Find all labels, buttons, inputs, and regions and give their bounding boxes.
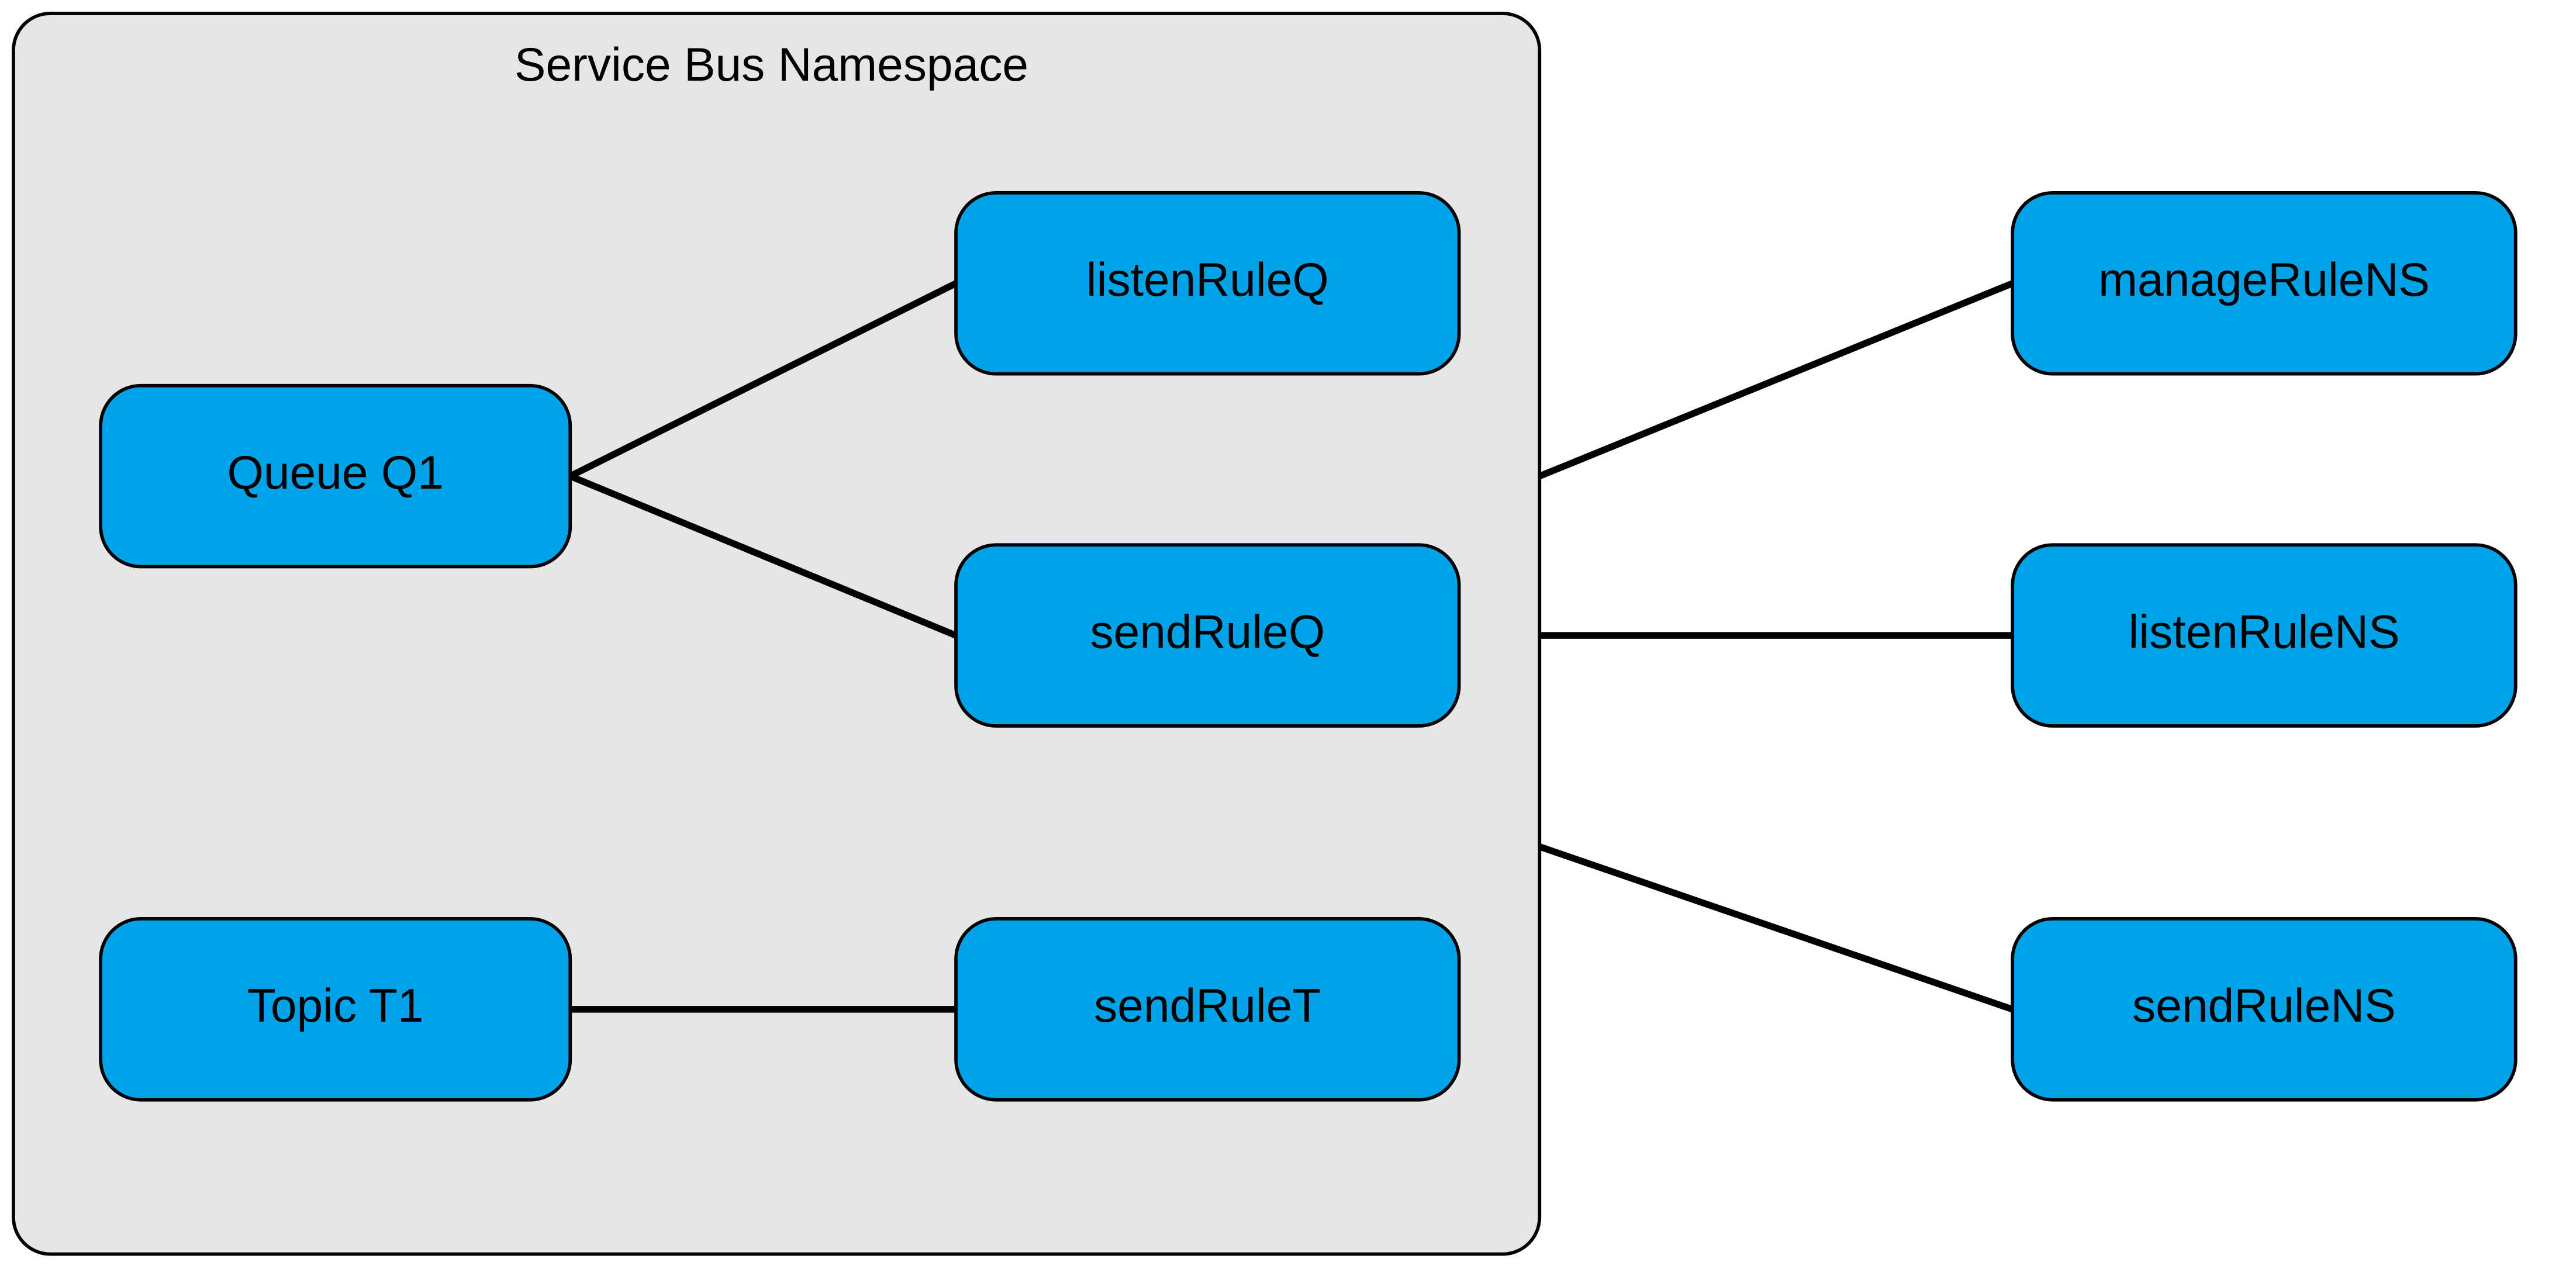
node-queueQ1: Queue Q1 [101,386,570,567]
node-label-manageRuleNS: manageRuleNS [2098,254,2430,306]
node-manageRuleNS: manageRuleNS [2012,193,2516,374]
node-sendRuleT: sendRuleT [956,919,1459,1100]
node-listenRuleQ: listenRuleQ [956,193,1459,374]
node-label-listenRuleQ: listenRuleQ [1086,254,1329,306]
node-sendRuleQ: sendRuleQ [956,545,1459,726]
service-bus-diagram: Service Bus Namespace Queue Q1 Topic T1 lis… [0,0,2576,1266]
node-label-sendRuleQ: sendRuleQ [1090,606,1325,658]
node-label-sendRuleNS: sendRuleNS [2132,980,2396,1032]
node-sendRuleNS: sendRuleNS [2012,919,2516,1100]
node-listenRuleNS: listenRuleNS [2012,545,2516,726]
node-label-queueQ1: Queue Q1 [227,447,444,499]
node-label-topicT1: Topic T1 [247,980,424,1032]
node-topicT1: Topic T1 [101,919,570,1100]
namespace-title: Service Bus Namespace [514,39,1028,91]
node-label-sendRuleT: sendRuleT [1094,980,1321,1032]
node-label-listenRuleNS: listenRuleNS [2128,606,2399,658]
